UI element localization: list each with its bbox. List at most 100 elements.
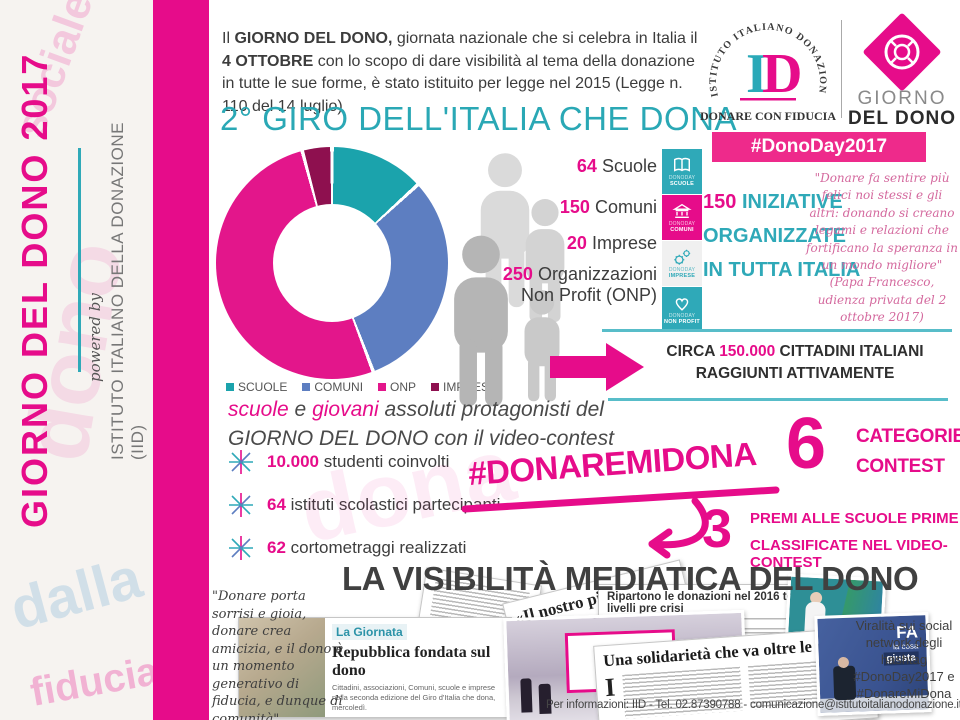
- quote-attribution: (Papa Francesco, udienza privata del 2 o…: [817, 275, 947, 325]
- watermark-word: fiducia: [27, 649, 153, 715]
- iniziative-block: 150 INIZIATIVE ORGANIZZATE IN TUTTA ITAL…: [703, 185, 860, 287]
- heart-icon: [675, 298, 689, 312]
- legend-label: SCUOLE: [238, 380, 288, 394]
- sidebar-title: GIORNO DEL DONO 2017: [14, 52, 55, 528]
- intro-text: giornata nazionale che si celebra in Ita…: [392, 30, 698, 47]
- bullet-label: cortometraggi realizzati: [290, 538, 467, 557]
- contest-lead: scuole e giovani assoluti protagonisti d…: [228, 396, 614, 454]
- gdd-line2: DEL DONO: [848, 108, 956, 129]
- person-icon: [524, 290, 560, 402]
- stat-scuole: 64 Scuole: [455, 156, 657, 177]
- categories-number: 6: [786, 404, 827, 484]
- asterisk-icon: [229, 536, 253, 560]
- intro-bold-date: 4 OTTOBRE: [222, 52, 314, 70]
- newspaper-clipping-la-giornata: La Giornata Repubblica fondata sul dono …: [238, 617, 512, 718]
- clipping-tag: La Giornata: [332, 624, 407, 640]
- gears-icon: [674, 249, 691, 265]
- intro-text: con lo scopo di dare visibilità al tema …: [222, 52, 695, 116]
- tile-top-label: DONODAY: [668, 175, 696, 182]
- logo-divider: [841, 20, 842, 118]
- donut-chart: [216, 147, 448, 379]
- legend-label: ONP: [390, 380, 417, 394]
- reach-text: CIRCA: [666, 343, 720, 360]
- bullet-label: studenti coinvolti: [323, 452, 450, 471]
- giorno-del-dono-logo: GIORNO DEL DONO: [848, 10, 956, 132]
- lead-text: e: [288, 398, 313, 421]
- right-arrow-icon: [550, 356, 606, 378]
- tile-bottom-label: NON PROFIT: [664, 319, 700, 326]
- social-virality-note: Viralità sui social network degli hashta…: [853, 618, 955, 701]
- magenta-accent-bar: [153, 0, 209, 720]
- bullet-number: 62: [267, 538, 286, 557]
- iniziative-word: INIZIATIVE: [741, 191, 843, 213]
- stat-label: Comuni: [594, 197, 657, 217]
- quote-text: "Donare fa sentire più felici noi stessi…: [806, 171, 958, 272]
- bullet-label: istituti scolastici partecipanti: [290, 495, 501, 514]
- donoday-tiles: DONODAY SCUOLE DONODAY COMUNI DONODAY IM…: [662, 149, 702, 333]
- tile-bottom-label: SCUOLE: [669, 181, 695, 188]
- tile-scuole: DONODAY SCUOLE: [662, 149, 702, 194]
- stat-number: 20: [566, 233, 587, 253]
- book-icon: [674, 158, 690, 172]
- reach-number: 150.000: [719, 343, 776, 360]
- categories-label2: CONTEST: [856, 456, 945, 477]
- stat-label: Organizzazioni Non Profit (ONP): [520, 264, 657, 305]
- watermark-word: dalla: [3, 545, 149, 642]
- bank-icon: [672, 204, 692, 219]
- donut-hole: [273, 204, 391, 322]
- drop-cap: I: [604, 672, 617, 703]
- tile-top-label: DONODAY: [668, 313, 696, 320]
- legend-swatch: [378, 383, 387, 391]
- stat-number: 250: [502, 264, 533, 284]
- iniziative-line2: ORGANIZZATE: [703, 225, 846, 247]
- sidebar-watermark-panel: sociale dono dalla fiducia GIORNO DEL DO…: [0, 0, 153, 720]
- bullet-istituti: 64 istituti scolastici partecipanti: [228, 492, 568, 518]
- tile-bottom-label: COMUNI: [670, 227, 694, 234]
- quote-mattarella: "Donare porta sorrisi e gioia, donare cr…: [212, 588, 344, 720]
- legend-swatch: [226, 383, 234, 391]
- ribbon-label: #DonoDay2017: [750, 136, 888, 157]
- premi-label1: PREMI ALLE SCUOLE PRIME: [750, 510, 959, 527]
- legend-item-comuni: COMUNI: [302, 380, 363, 394]
- legend-swatch: [302, 383, 311, 391]
- iid-tagline: DONARE CON FIDUCIA: [700, 109, 836, 123]
- lead-text: assoluti protagonisti del: [378, 398, 604, 421]
- iid-monogram-i: I: [746, 43, 768, 105]
- legend-item-onp: ONP: [378, 380, 416, 394]
- legend-swatch: [431, 383, 440, 391]
- teal-divider-bottom: [608, 398, 948, 401]
- tile-comuni: DONODAY COMUNI: [662, 195, 702, 240]
- iid-logo: ISTITUTO ITALIANO DONAZIONE I D DONARE C…: [694, 0, 838, 132]
- person-icon: [454, 235, 508, 407]
- intro-bold-giorno: GIORNO DEL DONO,: [234, 30, 393, 47]
- bullet-cortometraggi: 62 cortometraggi realizzati: [228, 535, 568, 561]
- intro-paragraph: Il GIORNO DEL DONO, giornata nazionale c…: [222, 28, 702, 119]
- iid-monogram-d: D: [762, 43, 802, 105]
- bullet-number: 64: [267, 495, 286, 514]
- premi-label2: CLASSIFICATE NEL VIDEO-CONTEST: [750, 537, 948, 571]
- stat-onp: 250 Organizzazioni Non Profit (ONP): [455, 264, 657, 306]
- quote-papa-francesco: "Donare fa sentire più felici noi stessi…: [806, 170, 958, 327]
- media-section-title: LA VISIBILITÀ MEDIATICA DEL DONO: [342, 560, 919, 597]
- stat-number: 64: [576, 156, 597, 176]
- iniziative-number: 150: [703, 191, 737, 213]
- clipping-body: Cittadini, associazioni, Comuni, scuole …: [332, 683, 496, 712]
- categories-label1: CATEGORIE: [856, 426, 960, 447]
- stat-label: Imprese: [591, 233, 657, 253]
- clipping-headline: Repubblica fondata sul dono: [332, 644, 491, 679]
- mattarella-photo: [239, 618, 325, 717]
- page-title: 2° GIRO DELL'ITALIA CHE DONA: [220, 100, 738, 137]
- reach-statement: CIRCA 150.000 CITTADINI ITALIANI RAGGIUN…: [633, 341, 957, 384]
- footer-contact: Per informazioni: IID - Tel. 02.87390788…: [546, 699, 960, 711]
- lead-giovani: giovani: [312, 398, 379, 421]
- stat-number: 150: [559, 197, 590, 217]
- hashtag-underline-arrow-icon: [461, 486, 780, 559]
- premi-number: 3: [702, 499, 733, 559]
- stat-label: Scuole: [601, 156, 657, 176]
- tile-top-label: DONODAY: [668, 221, 696, 228]
- right-arrow-icon: [606, 343, 644, 391]
- donoday-ribbon: #DonoDay2017: [712, 122, 936, 162]
- quote-text: "Donare porta sorrisi e gioia, donare cr…: [212, 589, 344, 720]
- asterisk-icon: [229, 450, 253, 474]
